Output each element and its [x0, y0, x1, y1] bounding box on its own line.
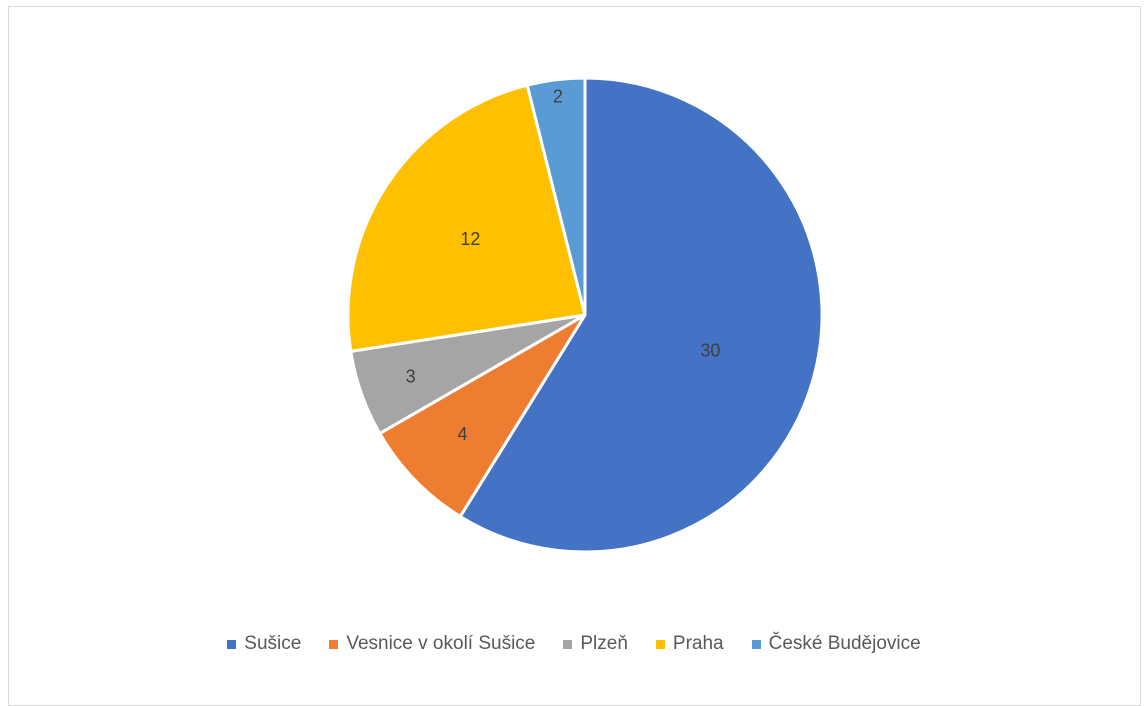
pie-data-labels: 30 4 3 12 2	[406, 86, 721, 444]
legend-item-3: Plzeň	[563, 633, 628, 655]
legend-item-1: Sušice	[227, 633, 301, 655]
data-label-4: 12	[460, 229, 480, 249]
pie-slice-1	[458, 76, 824, 554]
legend-swatch-4	[655, 639, 665, 649]
legend-swatch-2	[329, 639, 339, 649]
data-label-2: 4	[457, 424, 467, 444]
legend-swatch-5	[751, 639, 761, 649]
legend-swatch-3	[563, 639, 573, 649]
legend-swatch-1	[227, 639, 237, 649]
pie-slice-4	[346, 83, 587, 353]
legend-item-5: České Budějovice	[751, 633, 921, 655]
legend-item-2: Vesnice v okolí Sušice	[329, 633, 535, 655]
legend-label-1: Sušice	[244, 633, 302, 654]
data-label-5: 2	[553, 86, 563, 106]
legend-label-4: Praha	[672, 633, 724, 654]
legend-label-5: České Budějovice	[768, 633, 921, 654]
legend-label-3: Plzeň	[580, 633, 628, 654]
pie-slices	[346, 76, 824, 554]
pie-slice-2	[378, 313, 587, 519]
data-label-1: 30	[700, 341, 720, 361]
pie-slice-5	[525, 76, 587, 317]
data-label-3: 3	[406, 366, 416, 386]
pie-chart: 30 4 3 12 2	[346, 76, 824, 554]
legend-label-2: Vesnice v okolí Sušice	[346, 633, 536, 654]
legend-item-4: Praha	[655, 633, 724, 655]
chart-legend: Sušice Vesnice v okolí Sušice Plzeň Praha Če…	[0, 633, 1148, 655]
